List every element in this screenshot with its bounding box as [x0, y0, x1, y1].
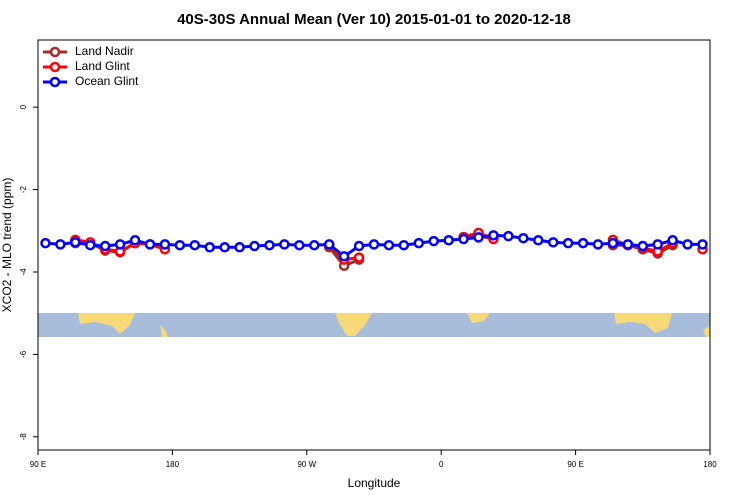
legend-marker: [49, 61, 61, 73]
data-point: [652, 239, 663, 250]
data-point: [682, 239, 693, 250]
legend-marker: [49, 76, 61, 88]
y-tick-label: -6: [19, 350, 28, 358]
data-point: [234, 242, 245, 253]
data-point: [129, 235, 141, 246]
data-point: [383, 239, 395, 251]
data-point: [473, 232, 484, 243]
data-point: [114, 239, 126, 250]
data-point: [55, 239, 66, 250]
data-point: [204, 242, 215, 253]
data-point: [518, 232, 529, 244]
data-point: [607, 237, 619, 249]
data-point: [249, 240, 260, 252]
data-point: [667, 235, 678, 246]
data-point: [99, 240, 111, 252]
x-tick-label: 0: [439, 460, 444, 469]
data-point: [488, 230, 499, 241]
data-point: [577, 237, 589, 249]
data-point: [428, 235, 439, 247]
data-point: [159, 239, 171, 250]
plot-frame: [37, 39, 711, 451]
data-point: [85, 239, 96, 251]
data-point: [398, 239, 410, 251]
data-point: [368, 239, 380, 250]
data-point: [279, 239, 290, 250]
y-tick-label: -2: [19, 185, 28, 193]
data-point: [637, 240, 649, 252]
x-tick-label: 180: [166, 460, 180, 469]
legend-marker: [49, 46, 61, 58]
data-point: [174, 239, 186, 251]
data-point: [40, 237, 51, 249]
x-axis-label: Longitude: [348, 476, 401, 490]
data-point: [338, 251, 350, 262]
data-point: [219, 242, 230, 253]
data-point: [413, 237, 425, 249]
y-tick-label: 0: [19, 104, 28, 109]
x-tick-label: 180: [703, 460, 717, 469]
data-point: [622, 239, 634, 250]
data-point: [503, 230, 514, 242]
data-point: [353, 240, 365, 252]
x-tick-label: 90 W: [297, 460, 316, 469]
data-point: [547, 237, 559, 248]
data-point: [533, 235, 544, 246]
map-strip: [38, 313, 710, 337]
chart-title: 40S-30S Annual Mean (Ver 10) 2015-01-01 …: [177, 11, 571, 28]
data-point: [562, 237, 574, 249]
legend-label: Land Nadir: [75, 44, 134, 58]
data-point: [144, 239, 156, 250]
data-point: [353, 252, 365, 263]
legend-label: Land Glint: [75, 59, 130, 73]
data-point: [264, 239, 275, 251]
data-point: [70, 237, 81, 248]
legend-label: Ocean Glint: [75, 74, 139, 88]
y-axis-label: XCO2 - MLO trend (ppm): [0, 178, 14, 313]
data-point: [309, 239, 320, 251]
data-point: [323, 239, 335, 250]
data-point: [443, 235, 454, 246]
data-point: [294, 239, 305, 251]
data-point: [592, 239, 604, 250]
y-tick-label: -4: [19, 268, 28, 276]
data-point: [697, 239, 708, 250]
data-point: [458, 233, 469, 245]
data-point: [189, 239, 201, 251]
x-tick-label: 90 E: [30, 460, 46, 469]
x-tick-label: 90 E: [567, 460, 583, 469]
y-tick-label: -8: [19, 433, 28, 441]
